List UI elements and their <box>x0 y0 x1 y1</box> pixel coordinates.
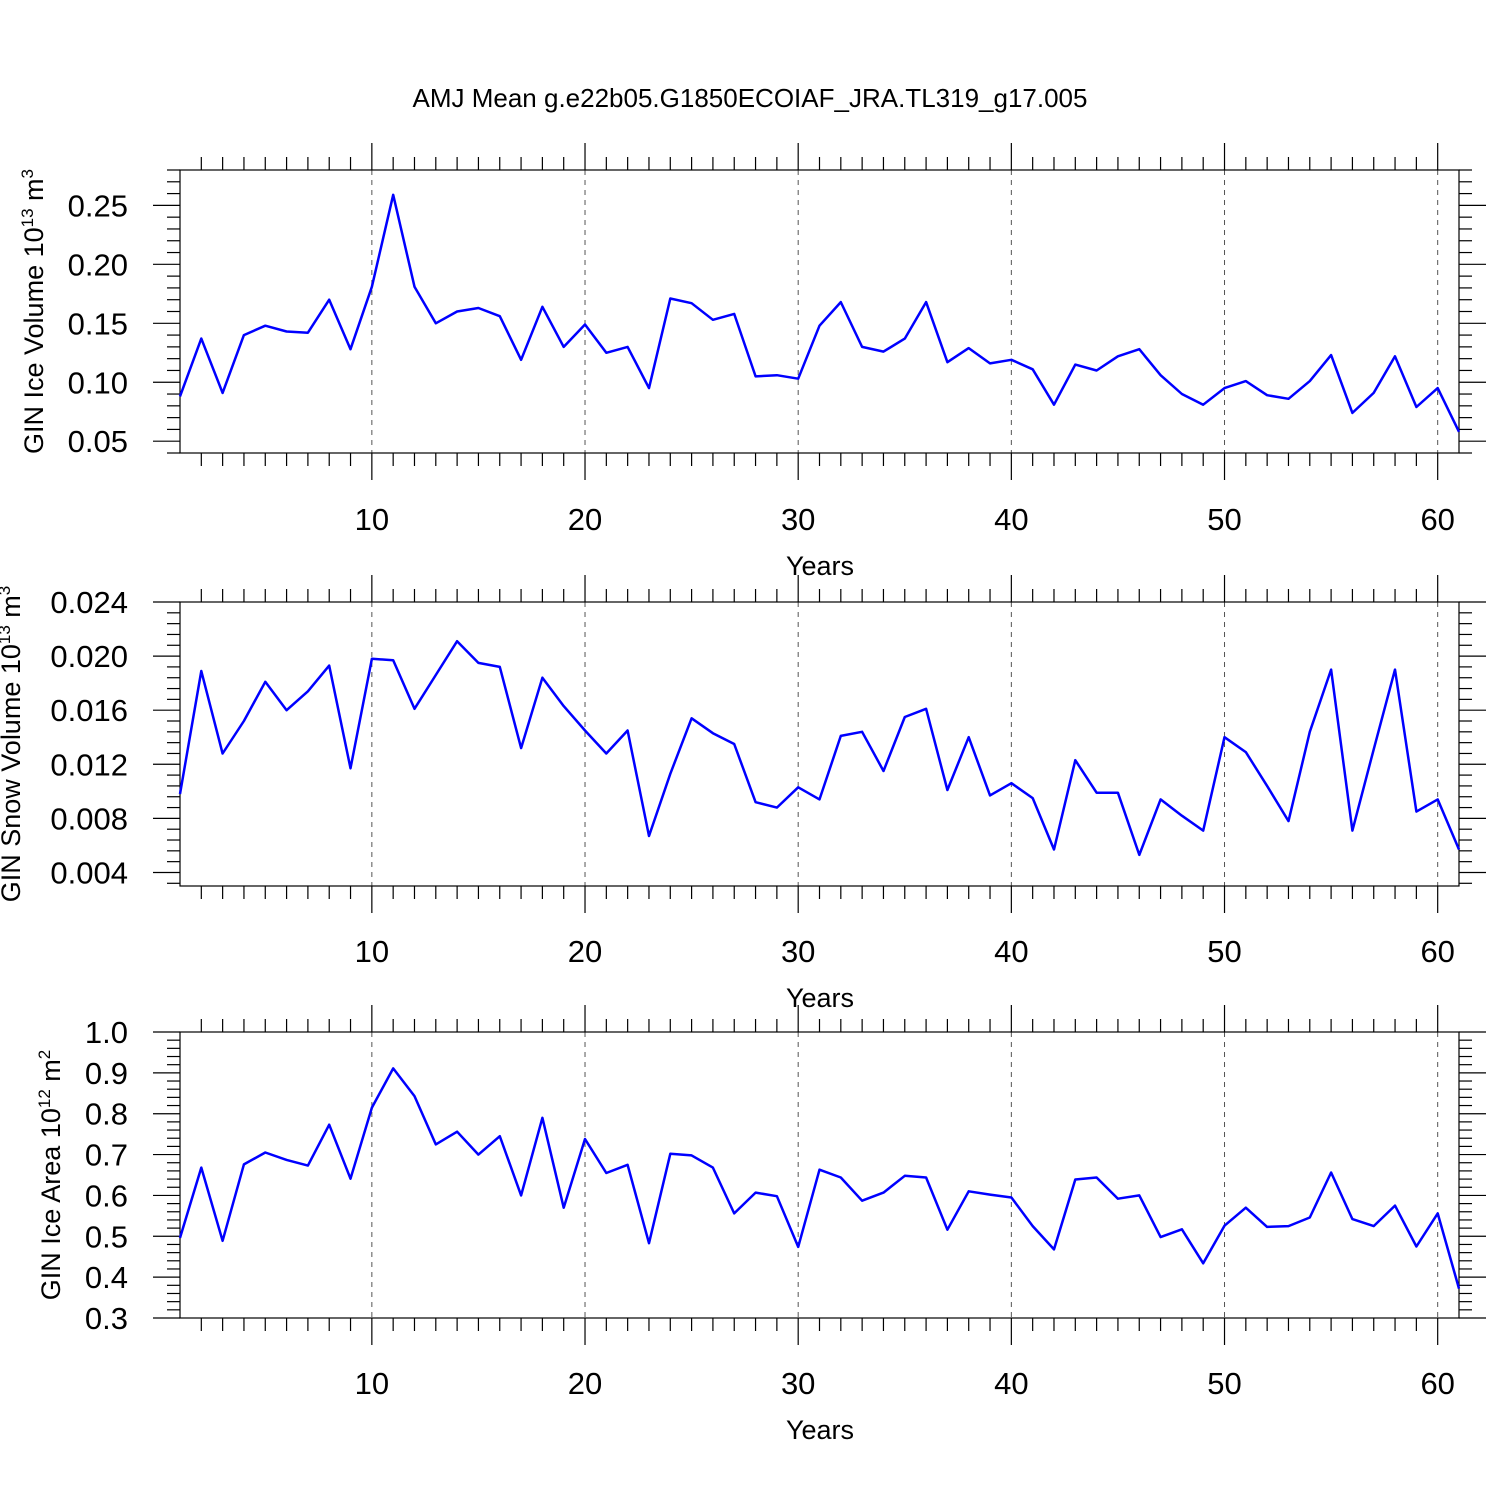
y-tick-label: 1.0 <box>85 1015 128 1050</box>
y-tick-label: 0.5 <box>85 1219 128 1254</box>
y-tick-label: 0.4 <box>85 1260 128 1295</box>
y-tick-label: 0.9 <box>85 1056 128 1091</box>
y-tick-label: 0.05 <box>68 424 128 459</box>
chart-title: AMJ Mean g.e22b05.G1850ECOIAF_JRA.TL319_… <box>413 83 1088 113</box>
y-axis-title: GIN Snow Volume 1013 m3 <box>0 586 26 903</box>
y-tick-label: 0.6 <box>85 1178 128 1213</box>
x-tick-label: 10 <box>355 1366 389 1401</box>
y-axis-title: GIN Ice Area 1012 m2 <box>35 1050 66 1301</box>
x-tick-label: 40 <box>994 934 1028 969</box>
x-tick-label: 10 <box>355 934 389 969</box>
y-tick-label: 0.20 <box>68 247 128 282</box>
chart-panel-1: 10 20 30 40 50 60 0.05 0.10 0.15 0.20 0.25 Years GIN… <box>18 143 1486 581</box>
series-line <box>178 193 1461 433</box>
x-axis-title: Years <box>786 551 854 581</box>
x-tick-label: 60 <box>1420 1366 1454 1401</box>
series-line <box>178 1067 1461 1289</box>
y-tick-label: 0.10 <box>68 365 128 400</box>
x-tick-label: 50 <box>1207 1366 1241 1401</box>
chart-panel-3: 10 20 30 40 50 60 0.3 0.4 0.5 0.6 0.7 0.8 0.9 1.0 Year… <box>35 1005 1486 1445</box>
x-tick-label: 20 <box>568 934 602 969</box>
x-tick-label: 20 <box>568 502 602 537</box>
chart-panel-2: 10 20 30 40 50 60 0.004 0.008 0.012 0.016 0.020 0.0… <box>0 575 1486 1013</box>
y-tick-label: 0.7 <box>85 1138 128 1173</box>
x-tick-label: 30 <box>781 502 815 537</box>
series-line <box>178 639 1461 857</box>
x-axis-title: Years <box>786 983 854 1013</box>
y-tick-label: 0.024 <box>50 585 128 620</box>
y-tick-label: 0.004 <box>50 855 128 890</box>
y-tick-label: 0.3 <box>85 1301 128 1336</box>
y-tick-label: 0.012 <box>50 747 128 782</box>
y-tick-label: 0.8 <box>85 1097 128 1132</box>
y-tick-label: 0.020 <box>50 639 128 674</box>
y-tick-label: 0.15 <box>68 306 128 341</box>
x-tick-label: 40 <box>994 1366 1028 1401</box>
x-tick-label: 40 <box>994 502 1028 537</box>
y-tick-label: 0.016 <box>50 693 128 728</box>
x-tick-label: 50 <box>1207 934 1241 969</box>
x-tick-label: 30 <box>781 934 815 969</box>
x-tick-label: 60 <box>1420 502 1454 537</box>
x-tick-label: 20 <box>568 1366 602 1401</box>
y-tick-label: 0.008 <box>50 801 128 836</box>
x-tick-label: 30 <box>781 1366 815 1401</box>
y-tick-label: 0.25 <box>68 188 128 223</box>
x-tick-label: 10 <box>355 502 389 537</box>
x-tick-label: 60 <box>1420 934 1454 969</box>
x-tick-label: 50 <box>1207 502 1241 537</box>
x-axis-title: Years <box>786 1415 854 1445</box>
y-axis-title: GIN Ice Volume 1013 m3 <box>18 169 49 454</box>
